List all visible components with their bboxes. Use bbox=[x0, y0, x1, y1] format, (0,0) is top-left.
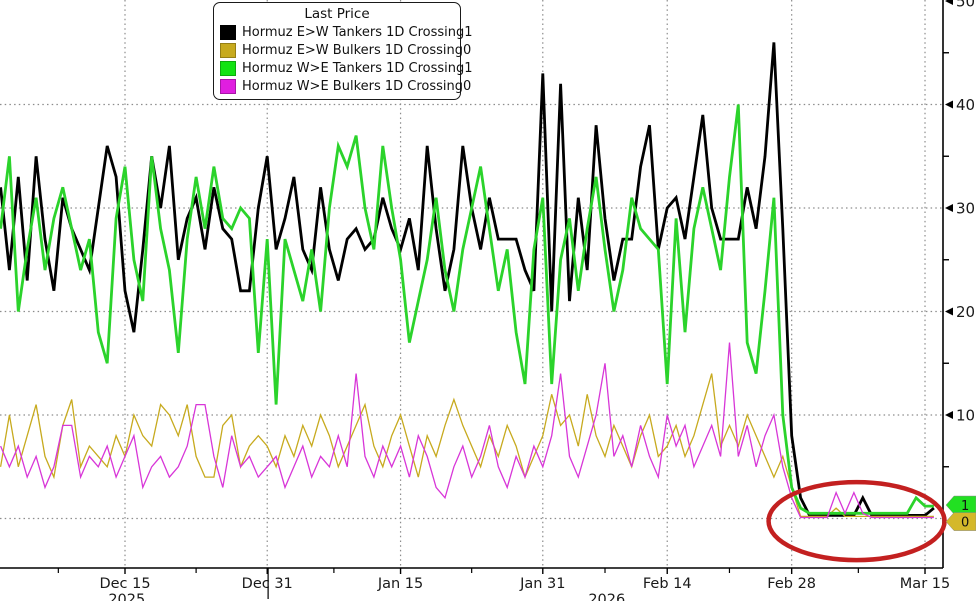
series-line-hormuz-w-e-tankers-d-crossing bbox=[0, 104, 934, 515]
x-tick-label-jan-31: Jan 31 bbox=[519, 576, 565, 592]
y-tick-arrow-30 bbox=[945, 204, 953, 212]
legend-series-label: Hormuz W>E Tankers 1D Crossing bbox=[242, 60, 465, 76]
series-line-hormuz-w-e-bulkers-d-crossing bbox=[0, 342, 934, 519]
legend-series-last-value: 1 bbox=[464, 60, 473, 76]
legend-swatch-icon bbox=[220, 24, 236, 40]
legend-row: Hormuz W>E Tankers 1D Crossing 1 bbox=[220, 59, 473, 77]
legend-series-label: Hormuz E>W Bulkers 1D Crossing bbox=[242, 42, 464, 58]
legend-series-last-value: 1 bbox=[464, 24, 473, 40]
legend-rows: Hormuz E>W Tankers 1D Crossing 1 Hormuz E>… bbox=[220, 23, 473, 95]
year-label-2025: 2025 bbox=[108, 592, 145, 601]
legend-swatch-icon bbox=[220, 42, 236, 58]
y-tick-arrow-20 bbox=[945, 307, 953, 316]
legend-swatch-icon bbox=[220, 60, 236, 76]
last-price-tag-1 bbox=[945, 512, 976, 531]
legend-row: Hormuz E>W Tankers 1D Crossing 1 bbox=[220, 23, 473, 41]
legend-series-last-value: 0 bbox=[463, 42, 472, 58]
last-price-tag-0 bbox=[945, 495, 976, 515]
legend-row: Hormuz W>E Bulkers 1D Crossing 0 bbox=[220, 77, 471, 95]
x-tick-label-mar-15: Mar 15 bbox=[900, 576, 950, 592]
x-tick-label-jan-15: Jan 15 bbox=[377, 576, 423, 592]
legend-series-last-value: 0 bbox=[463, 78, 472, 94]
legend-title: Last Price bbox=[304, 6, 370, 22]
legend-swatch-icon bbox=[220, 78, 236, 94]
last-price-tag-text-1: 0 bbox=[961, 516, 969, 531]
y-tick-arrow-10 bbox=[945, 411, 953, 419]
x-tick-label-dec-15: Dec 15 bbox=[99, 576, 150, 592]
legend-series-label: Hormuz E>W Tankers 1D Crossing bbox=[242, 24, 465, 40]
last-price-tag-text-0: 1 bbox=[961, 499, 969, 514]
y-tick-arrow-40 bbox=[945, 100, 953, 109]
y-tick-label-10: 10 bbox=[956, 407, 975, 425]
y-tick-label-50: 50 bbox=[956, 0, 975, 11]
y-tick-label-20: 20 bbox=[956, 303, 975, 321]
chart-legend: Last Price Hormuz E>W Tankers 1D Crossin… bbox=[213, 2, 473, 100]
x-tick-label-feb-14: Feb 14 bbox=[643, 576, 692, 592]
x-tick-label-feb-28: Feb 28 bbox=[767, 576, 816, 592]
legend-series-label: Hormuz W>E Bulkers 1D Crossing bbox=[242, 78, 464, 94]
collapse-highlight-ellipse bbox=[766, 479, 947, 563]
x-tick-label-dec-31: Dec 31 bbox=[242, 576, 293, 592]
y-tick-arrow-50 bbox=[945, 0, 953, 5]
y-tick-label-30: 30 bbox=[956, 200, 975, 218]
legend-row: Hormuz E>W Bulkers 1D Crossing 0 bbox=[220, 41, 471, 59]
series-line-hormuz-e-w-tankers-d-crossing bbox=[0, 42, 935, 517]
y-tick-label-40: 40 bbox=[956, 96, 975, 114]
series-line-hormuz-e-w-bulkers-d-crossing bbox=[0, 373, 934, 518]
year-label-2026: 2026 bbox=[588, 592, 625, 601]
